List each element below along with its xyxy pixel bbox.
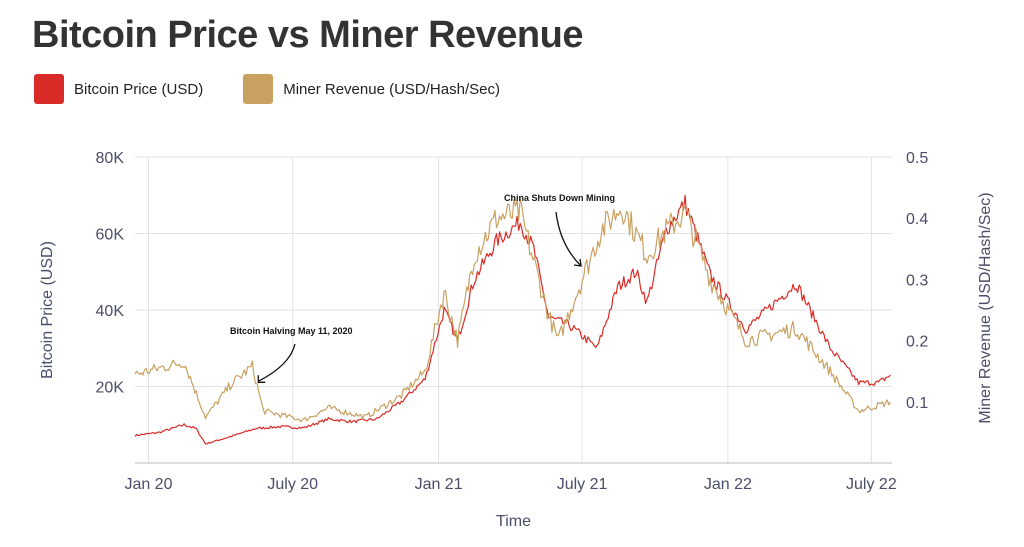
y-right-tick-label: 0.3 (906, 272, 928, 289)
legend-label-bitcoin-price: Bitcoin Price (USD) (74, 80, 204, 98)
legend-item-bitcoin-price: Bitcoin Price (USD) (34, 74, 203, 104)
x-tick-label: July 21 (557, 476, 608, 493)
x-tick-label: Jan 22 (704, 476, 752, 493)
annotation-bitcoin-halving: Bitcoin Halving May 11, 2020 (230, 326, 353, 336)
grid (135, 156, 892, 463)
legend: Bitcoin Price (USD) Miner Revenue (USD/H… (34, 74, 540, 104)
annotation-china-mining: China Shuts Down Mining (504, 193, 615, 203)
y-right-axis-ticks: 0.1 0.2 0.3 0.4 0.5 (906, 150, 928, 412)
annotation-arrowhead-china (573, 258, 582, 267)
x-axis-ticks: Jan 20 July 20 Jan 21 July 21 Jan 22 July 22 (124, 476, 896, 493)
y-right-tick-label: 0.5 (906, 150, 928, 167)
annotations: Bitcoin Halving May 11, 2020 China Shuts … (230, 193, 615, 383)
x-tick-label: July 22 (846, 476, 897, 493)
annotation-arrow-china (555, 211, 582, 267)
x-axis-title: Time (496, 513, 531, 530)
legend-swatch-bitcoin-price (34, 74, 64, 104)
series-lines (134, 194, 891, 445)
x-tick-label: Jan 21 (415, 476, 463, 493)
legend-swatch-miner-revenue (243, 74, 274, 104)
y-left-axis-ticks: 20K 40K 60K 80K (96, 150, 125, 397)
y-right-tick-label: 0.4 (906, 211, 928, 228)
x-tick-label: July 20 (267, 476, 318, 493)
x-tick-label: Jan 20 (124, 476, 172, 493)
y-left-tick-label: 80K (96, 150, 125, 167)
y-left-tick-label: 20K (96, 380, 125, 397)
y-left-tick-label: 60K (96, 227, 125, 244)
series-line-miner-revenue (134, 197, 891, 423)
annotation-arrowhead-halving (257, 375, 266, 383)
chart-title: Bitcoin Price vs Miner Revenue (32, 14, 583, 56)
y-right-tick-label: 0.1 (906, 395, 928, 412)
legend-label-miner-revenue: Miner Revenue (USD/Hash/Sec) (283, 80, 500, 98)
y-right-tick-label: 0.2 (906, 334, 928, 351)
legend-item-miner-revenue: Miner Revenue (USD/Hash/Sec) (243, 74, 500, 104)
y-left-axis-title: Bitcoin Price (USD) (39, 241, 56, 379)
y-left-tick-label: 40K (96, 303, 125, 320)
series-line-bitcoin-price (134, 194, 891, 445)
annotation-arrow-halving (258, 343, 296, 382)
y-right-axis-title: Miner Revenue (USD/Hash/Sec) (977, 192, 994, 423)
